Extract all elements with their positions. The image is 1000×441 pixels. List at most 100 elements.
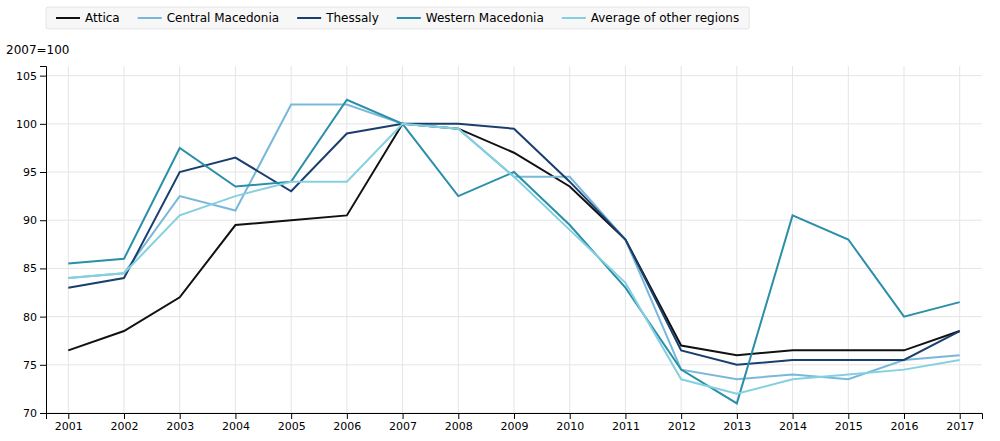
y-axis-tick-mark bbox=[40, 268, 46, 269]
x-axis-tick-mark bbox=[458, 413, 459, 419]
legend-frame bbox=[46, 7, 749, 29]
x-axis-tick-mark bbox=[347, 413, 348, 419]
y-axis-tick-label: 70 bbox=[23, 407, 37, 420]
x-axis-tick: 2014 bbox=[779, 413, 807, 433]
x-axis-tick-label: 2010 bbox=[556, 420, 584, 433]
x-axis-tick-mark bbox=[848, 413, 849, 419]
x-axis-tick: 2013 bbox=[723, 413, 751, 433]
x-axis-tick: 2011 bbox=[612, 413, 640, 433]
x-axis-tick-label: 2014 bbox=[779, 420, 807, 433]
x-axis-tick: 2010 bbox=[556, 413, 584, 433]
legend-item: Average of other regions bbox=[562, 11, 739, 25]
x-axis-tick-mark bbox=[625, 413, 626, 419]
x-axis-tick-label: 2006 bbox=[333, 420, 361, 433]
lines bbox=[68, 100, 959, 404]
x-axis-tick: 2004 bbox=[222, 413, 250, 433]
y-axis-tick-mark bbox=[40, 124, 46, 125]
legend-label: Attica bbox=[85, 11, 120, 25]
x-axis-tick: 2006 bbox=[333, 413, 361, 433]
x-axis-tick: 2007 bbox=[389, 413, 417, 433]
chart: 2001 2002 2003 2004 2005 2006 2007 2008 2009 2010… bbox=[0, 0, 1000, 441]
legend-swatch bbox=[397, 17, 421, 19]
x-axis-tick: 2002 bbox=[111, 413, 139, 433]
x-axis: 2001 2002 2003 2004 2005 2006 2007 2008 2009 2010… bbox=[47, 413, 983, 433]
legend-item: Western Macedonia bbox=[397, 11, 544, 25]
x-axis-tick-mark bbox=[904, 413, 905, 419]
y-axis-tick: 100 bbox=[16, 118, 46, 131]
legend-label: Western Macedonia bbox=[426, 11, 544, 25]
grid-line-x bbox=[68, 66, 69, 413]
x-axis-tick-label: 2011 bbox=[612, 420, 640, 433]
grid-line-x bbox=[402, 66, 403, 413]
grid-line-x bbox=[569, 66, 570, 413]
y-axis-tick-label: 75 bbox=[23, 359, 37, 372]
x-axis-tick-mark bbox=[180, 413, 181, 419]
x-axis-tick-label: 2004 bbox=[222, 420, 250, 433]
x-axis-tick-label: 2005 bbox=[278, 420, 306, 433]
y-axis-tick-mark bbox=[40, 317, 46, 318]
series-line bbox=[68, 124, 959, 365]
legend-swatch bbox=[297, 17, 321, 19]
x-axis-tick-label: 2009 bbox=[501, 420, 529, 433]
x-axis-tick-mark bbox=[793, 413, 794, 419]
y-axis-tick-mark bbox=[40, 220, 46, 221]
legend-swatch bbox=[138, 17, 162, 19]
legend: Attica Central Macedonia Thessaly Western M… bbox=[46, 7, 749, 29]
grid-line-x bbox=[179, 66, 180, 413]
x-axis-tick-mark bbox=[291, 413, 292, 419]
y-axis-tick: 105 bbox=[16, 70, 46, 83]
y-axis-tick: 90 bbox=[23, 214, 46, 227]
grid-line-x bbox=[346, 66, 347, 413]
y-axis-tick-mark bbox=[40, 76, 46, 77]
y-axis-tick-mark bbox=[40, 413, 46, 414]
x-axis-tick: 2015 bbox=[835, 413, 863, 433]
y-axis-tick: 80 bbox=[23, 311, 46, 324]
grid-line-x bbox=[681, 66, 682, 413]
x-axis-tick: 2009 bbox=[501, 413, 529, 433]
series-line bbox=[68, 105, 959, 380]
legend-swatch bbox=[56, 17, 80, 19]
grid-line-x bbox=[514, 66, 515, 413]
x-axis-tick-mark bbox=[960, 413, 961, 419]
x-axis-tick-label: 2008 bbox=[445, 420, 473, 433]
x-axis-tick: 2005 bbox=[278, 413, 306, 433]
legend-item: Attica bbox=[56, 11, 120, 25]
x-axis-tick-label: 2015 bbox=[835, 420, 863, 433]
x-axis-tick-mark bbox=[403, 413, 404, 419]
x-axis-tick-label: 2003 bbox=[166, 420, 194, 433]
plot: 2001 2002 2003 2004 2005 2006 2007 2008 2009 2010… bbox=[16, 66, 983, 433]
x-axis-tick: 2016 bbox=[891, 413, 919, 433]
x-axis-tick-mark bbox=[124, 413, 125, 419]
series-line bbox=[68, 100, 959, 404]
legend-label: Average of other regions bbox=[591, 11, 739, 25]
legend-swatch bbox=[562, 17, 586, 19]
grid-line-x bbox=[235, 66, 236, 413]
x-axis-tick-label: 2017 bbox=[946, 420, 974, 433]
y-axis-tick-label: 90 bbox=[23, 214, 37, 227]
grid-line-x bbox=[291, 66, 292, 413]
x-axis-tick-label: 2012 bbox=[668, 420, 696, 433]
legend-item: Thessaly bbox=[297, 11, 379, 25]
x-axis-tick: 2003 bbox=[166, 413, 194, 433]
x-axis-tick-label: 2002 bbox=[111, 420, 139, 433]
y-axis: 707580859095100105 bbox=[16, 67, 47, 421]
legend-label: Thessaly bbox=[325, 11, 379, 25]
series-line bbox=[68, 124, 959, 394]
y-axis-tick: 70 bbox=[23, 407, 46, 420]
x-axis-tick-mark bbox=[68, 413, 69, 419]
x-axis-tick: 2012 bbox=[668, 413, 696, 433]
y-axis-tick-label: 85 bbox=[23, 262, 37, 275]
legend-item: Central Macedonia bbox=[138, 11, 279, 25]
x-axis-tick-mark bbox=[570, 413, 571, 419]
y-axis-tick-mark bbox=[40, 172, 46, 173]
x-axis-tick-mark bbox=[235, 413, 236, 419]
x-axis-line bbox=[47, 414, 983, 420]
legend-label: Central Macedonia bbox=[167, 11, 279, 25]
x-axis-tick-label: 2001 bbox=[55, 420, 83, 433]
x-axis-tick: 2008 bbox=[445, 413, 473, 433]
x-axis-tick-label: 2016 bbox=[891, 420, 919, 433]
y-axis-tick-label: 105 bbox=[16, 70, 37, 83]
grid-line-x bbox=[124, 66, 125, 413]
grid bbox=[46, 66, 982, 413]
y-axis-tick-label: 100 bbox=[16, 118, 37, 131]
